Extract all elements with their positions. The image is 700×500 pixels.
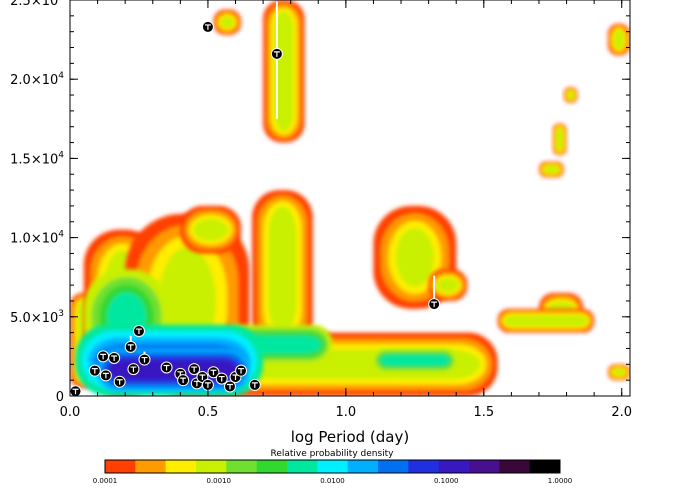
density-region <box>607 23 630 56</box>
data-point-marker <box>116 379 123 385</box>
density-region <box>607 364 630 381</box>
colorbar-frame <box>104 459 561 474</box>
density-band <box>379 354 450 366</box>
colorbar-swatch <box>287 460 318 473</box>
y-tick-label: 5.0×103 <box>10 309 64 326</box>
density-band <box>543 165 560 174</box>
density-band <box>556 127 563 152</box>
colorbar-swatch <box>378 460 409 473</box>
x-tick-label: 1.0 <box>336 405 357 420</box>
colorbar-swatch <box>135 460 167 473</box>
colorbar-swatch <box>317 460 349 473</box>
density-region <box>180 205 242 254</box>
colorbar-swatch <box>438 460 470 473</box>
x-tick-label: 0.0 <box>60 405 81 420</box>
x-axis-title: log Period (day) <box>291 428 409 446</box>
y-tick-label: 1.5×104 <box>10 150 64 167</box>
data-point-marker <box>251 382 258 388</box>
data-point-marker <box>218 375 225 382</box>
data-point-marker <box>273 51 280 57</box>
density-region <box>213 9 242 35</box>
density-region <box>263 0 305 143</box>
data-point-marker <box>135 328 142 335</box>
y-tick-label: 1.0×104 <box>10 230 64 247</box>
density-region <box>252 190 313 349</box>
colorbar-tick-label: 1.0000 <box>548 477 573 485</box>
density-band <box>220 16 235 29</box>
data-point-marker <box>204 24 211 30</box>
density-band <box>567 90 574 100</box>
data-point-marker <box>111 355 118 361</box>
density-band <box>274 11 294 132</box>
colorbar-swatch <box>499 460 531 473</box>
density-heatmap <box>70 0 630 396</box>
data-point-marker <box>191 366 198 373</box>
density-region <box>497 308 595 333</box>
colorbar-swatch <box>256 460 288 473</box>
data-point-marker <box>210 369 217 376</box>
data-points <box>70 20 441 396</box>
data-point-marker <box>227 383 233 390</box>
colorbar-title: Relative probability density <box>270 449 394 459</box>
colorbar-swatch <box>469 460 500 473</box>
density-region <box>373 348 457 373</box>
colorbar-tick-label: 0.1000 <box>434 477 459 485</box>
colorbar-tick-label: 0.0100 <box>320 477 345 485</box>
data-point-marker <box>91 368 98 374</box>
colorbar-swatch <box>226 460 258 473</box>
plot-frame <box>69 0 631 397</box>
y-tick-label: 2.0×104 <box>10 71 64 88</box>
data-point-marker <box>431 301 438 308</box>
y-tick-label: 2.5×104 <box>10 0 64 9</box>
density-band <box>612 368 626 376</box>
density-region <box>428 269 468 301</box>
colorbar-tick-label: 0.0010 <box>207 477 232 485</box>
colorbar-swatch <box>347 460 379 473</box>
y-tick-label: 0 <box>56 390 64 405</box>
density-region <box>552 123 567 156</box>
colorbar-tick-label: 0.0001 <box>93 477 118 485</box>
density-band <box>437 277 459 293</box>
density-band <box>268 206 297 333</box>
x-tick-label: 2.0 <box>611 405 632 420</box>
data-point-marker <box>180 377 187 384</box>
data-point-marker <box>204 382 211 388</box>
colorbar-swatch <box>165 460 197 473</box>
data-point-marker <box>102 372 109 379</box>
density-region <box>538 161 564 178</box>
data-point-marker <box>127 344 134 350</box>
x-tick-label: 0.5 <box>198 405 219 420</box>
colorbar-swatch <box>105 460 136 473</box>
data-point-marker <box>130 366 137 373</box>
colorbar-swatch <box>196 460 227 473</box>
data-point-marker <box>141 356 148 363</box>
data-point-marker <box>238 368 245 374</box>
data-point-marker <box>163 364 170 371</box>
x-tick-label: 1.5 <box>473 405 494 420</box>
density-band <box>613 29 625 50</box>
axes: 0.0 0.5 1.0 1.5 2.0 0 5.0×103 1.0×104 1.5×104 2.0… <box>10 0 632 420</box>
colorbar-swatch <box>529 460 561 473</box>
density-band <box>504 315 588 327</box>
density-region <box>563 87 578 103</box>
data-point-marker <box>72 388 79 395</box>
colorbar-swatch <box>408 460 440 473</box>
data-point-marker <box>100 353 107 360</box>
density-band <box>395 228 434 287</box>
density-band <box>193 218 229 241</box>
data-point-marker <box>199 374 206 380</box>
colorbar: 0.0001 0.0010 0.0100 0.1000 1.0000 <box>93 459 573 485</box>
